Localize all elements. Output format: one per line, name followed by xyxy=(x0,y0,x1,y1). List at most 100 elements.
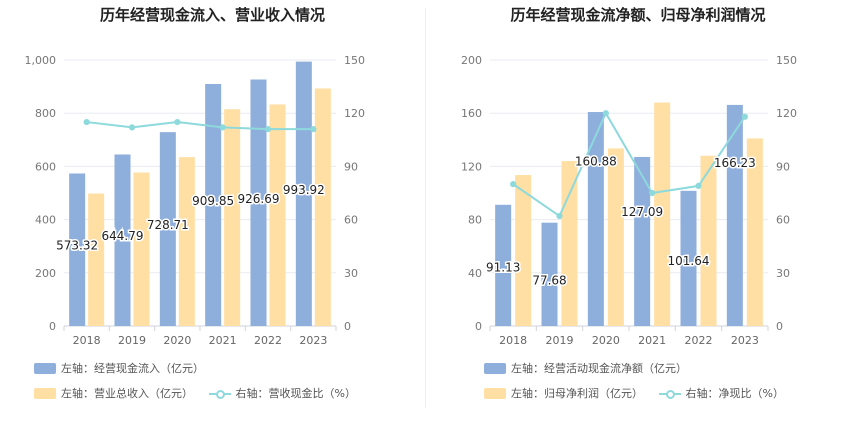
data-label: 166.23 xyxy=(714,156,756,170)
right-tick-label: 90 xyxy=(776,160,790,173)
left-tick-label: 600 xyxy=(35,160,56,173)
bar-series-2 xyxy=(269,104,286,326)
bar-series-2 xyxy=(224,109,241,327)
bar-series-1 xyxy=(205,83,222,327)
legend-line-swatch xyxy=(208,388,231,399)
right-tick-label: 0 xyxy=(776,320,783,333)
chart-panel-right: 历年经营现金流净额、归母净利润情况 0 40 80 120 160 200 0 30 60 90 1… xyxy=(426,0,850,437)
data-label: 926.69 xyxy=(238,192,280,206)
data-label: 909.85 xyxy=(192,194,234,208)
line-point xyxy=(219,124,226,131)
legend-item[interactable]: 左轴：经营活动现金流净额（亿元） xyxy=(484,360,687,376)
bar-series-2 xyxy=(133,172,150,326)
right-tick-label: 30 xyxy=(344,267,358,280)
line-point xyxy=(174,118,181,126)
legend-label: 右轴：净现比（%） xyxy=(685,387,784,400)
line-point xyxy=(83,118,90,126)
legend-swatch xyxy=(484,387,506,399)
right-tick-label: 60 xyxy=(776,214,790,227)
data-label: 101.64 xyxy=(668,254,710,268)
legend-label: 左轴：归母净利润（亿元） xyxy=(511,387,643,400)
x-tick-label: 2022 xyxy=(254,334,282,347)
bar-series-2 xyxy=(746,138,763,326)
data-label: 644.79 xyxy=(102,229,144,243)
right-tick-label: 120 xyxy=(344,107,365,120)
bar-series-1 xyxy=(495,204,512,326)
bar-series-2 xyxy=(607,148,624,326)
legend-item[interactable]: 左轴：经营现金流入（亿元） xyxy=(34,360,204,376)
x-tick-label: 2023 xyxy=(731,334,759,347)
right-tick-label: 150 xyxy=(776,54,797,67)
data-label: 77.68 xyxy=(532,274,566,288)
legend-swatch xyxy=(34,362,56,374)
bar-series-1 xyxy=(680,190,697,326)
left-tick-label: 200 xyxy=(35,267,56,280)
x-tick-label: 2022 xyxy=(685,334,713,347)
bar-series-1 xyxy=(587,112,604,326)
bar-series-2 xyxy=(515,175,532,326)
chart-plot: 0 40 80 120 160 200 0 30 60 90 120 150 2018 2019 2020 2… xyxy=(461,54,797,347)
bar-series-1 xyxy=(159,132,176,326)
x-tick-label: 2018 xyxy=(499,334,527,347)
legend-item[interactable]: 右轴：营收现金比（%） xyxy=(208,385,356,401)
bar-series-2 xyxy=(88,193,105,326)
bar-series-1 xyxy=(726,104,743,327)
x-tick-label: 2023 xyxy=(299,334,327,347)
bar-series-1 xyxy=(295,61,312,326)
legend-item[interactable]: 右轴：净现比（%） xyxy=(658,385,784,401)
legend-row-1: 左轴：经营现金流入（亿元） xyxy=(34,360,216,377)
left-tick-label: 400 xyxy=(35,214,56,227)
legend-item[interactable]: 左轴：营业总收入（亿元） xyxy=(34,385,193,401)
legend-row-2: 左轴：归母净利润（亿元） 右轴：净现比（%） xyxy=(484,385,796,402)
left-tick-label: 200 xyxy=(461,54,482,67)
legend-label: 右轴：营收现金比（%） xyxy=(235,387,356,400)
legend-row-1: 左轴：经营活动现金流净额（亿元） xyxy=(484,360,699,377)
x-tick-label: 2019 xyxy=(546,334,574,347)
chart-title: 历年经营现金流入、营业收入情况 xyxy=(99,6,325,24)
right-tick-label: 120 xyxy=(776,107,797,120)
line-point xyxy=(310,126,317,133)
legend-label: 左轴：经营现金流入（亿元） xyxy=(61,362,204,375)
panel-divider xyxy=(425,8,426,408)
right-tick-label: 0 xyxy=(344,320,351,333)
bar-series-2 xyxy=(561,161,578,326)
line-point xyxy=(556,212,563,220)
chart-plot: 0 200 400 600 800 1,000 0 30 60 90 120 150 2018 2019 2… xyxy=(25,54,366,347)
right-tick-label: 30 xyxy=(776,267,790,280)
legend-row-2: 左轴：营业总收入（亿元） 右轴：营收现金比（%） xyxy=(34,385,368,402)
line-point xyxy=(128,124,136,131)
data-label: 993.92 xyxy=(283,183,325,197)
bar-series-2 xyxy=(654,102,671,326)
left-tick-label: 0 xyxy=(475,320,482,333)
bar-series-2 xyxy=(700,155,717,326)
right-tick-label: 90 xyxy=(344,160,358,173)
legend-item[interactable]: 左轴：归母净利润（亿元） xyxy=(484,385,643,401)
x-tick-label: 2020 xyxy=(592,334,620,347)
bar-series-1 xyxy=(634,156,651,326)
left-tick-label: 40 xyxy=(468,267,482,280)
data-label: 91.13 xyxy=(486,260,520,274)
line-point xyxy=(649,189,656,197)
left-tick-label: 160 xyxy=(461,107,482,120)
line-point xyxy=(264,126,272,133)
x-tick-label: 2019 xyxy=(118,334,146,347)
x-tick-label: 2018 xyxy=(73,334,101,347)
line-point xyxy=(695,182,702,190)
left-tick-label: 80 xyxy=(468,214,482,227)
legend-swatch xyxy=(484,362,506,374)
data-label: 127.09 xyxy=(621,205,663,219)
legend-swatch xyxy=(34,387,56,399)
right-tick-label: 150 xyxy=(344,54,365,67)
bar-series-2 xyxy=(178,157,195,326)
left-tick-label: 0 xyxy=(49,320,56,333)
legend-label: 左轴：经营活动现金流净额（亿元） xyxy=(511,362,687,375)
chart-title: 历年经营现金流净额、归母净利润情况 xyxy=(510,6,766,24)
bar-series-2 xyxy=(314,88,331,326)
data-label: 573.32 xyxy=(56,239,98,253)
legend-label: 左轴：营业总收入（亿元） xyxy=(61,387,193,400)
line-point xyxy=(741,113,748,120)
left-tick-label: 1,000 xyxy=(25,54,57,67)
right-tick-label: 60 xyxy=(344,214,358,227)
line-point xyxy=(602,110,609,117)
bar-series-1 xyxy=(541,222,558,326)
